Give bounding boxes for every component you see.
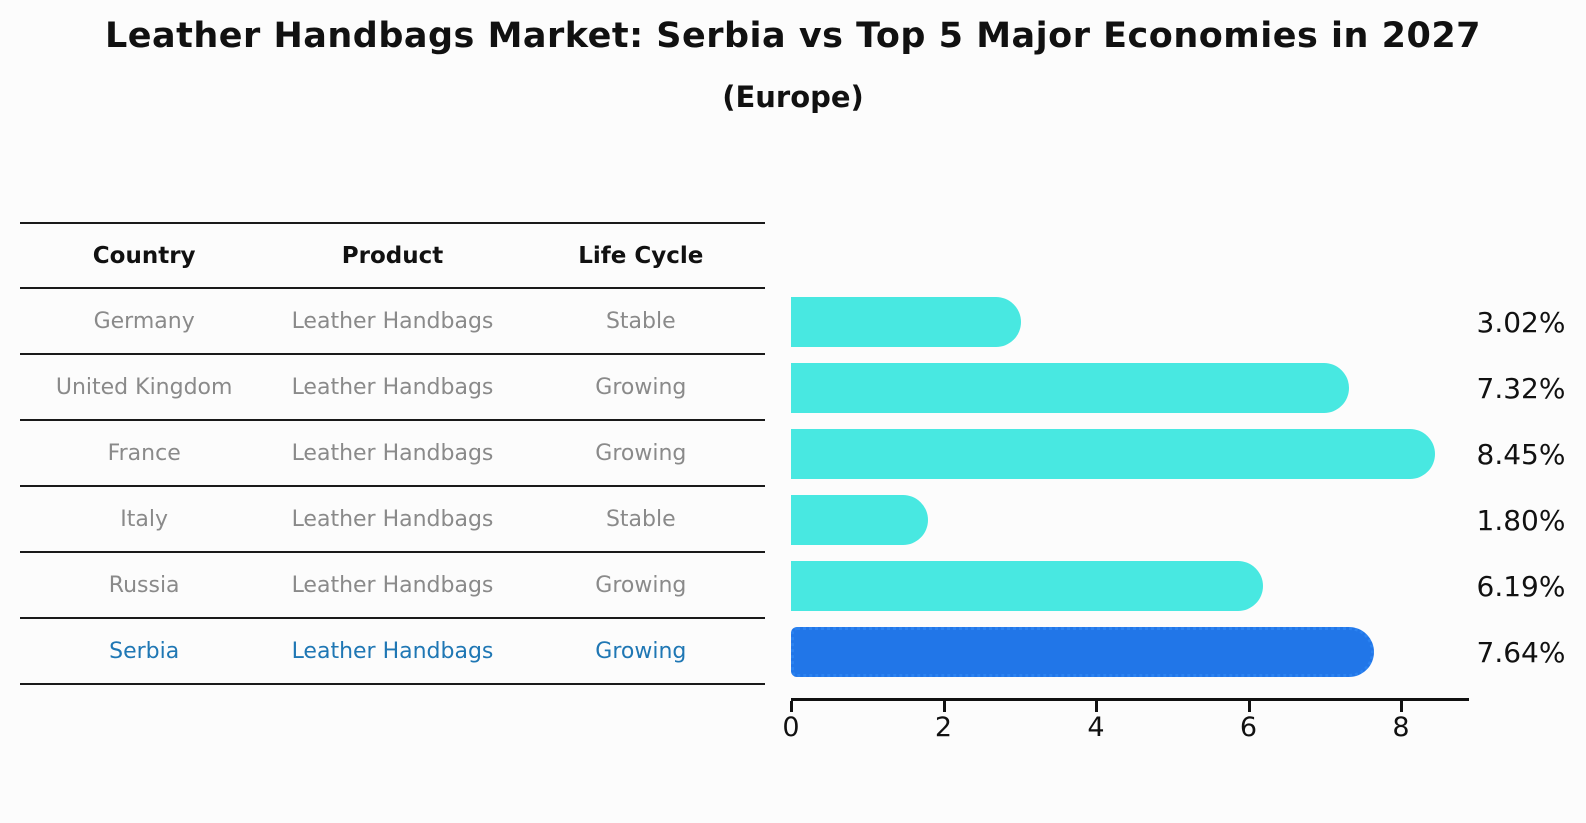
- bar-value-label: 1.80%: [1476, 504, 1566, 537]
- x-axis-tick: [1247, 701, 1251, 712]
- country-table: Country Product Life Cycle Germany Leather H…: [20, 222, 765, 685]
- table-cell-product: Leather Handbags: [291, 506, 494, 532]
- bar-italy: [791, 495, 928, 545]
- table-row: Russia Leather Handbags Growing: [20, 553, 765, 619]
- x-axis-tick: [790, 701, 793, 712]
- x-axis-tick: [1400, 701, 1403, 712]
- table-cell-life-cycle: Growing: [595, 440, 687, 466]
- table-cell-country: Russia: [108, 572, 180, 598]
- table-cell-life-cycle: Stable: [605, 308, 676, 334]
- x-axis-line: [791, 698, 1469, 701]
- bar-value-label: 8.45%: [1476, 438, 1566, 471]
- table-header-cell: Life Cycle: [578, 242, 704, 269]
- table-row: Germany Leather Handbags Stable: [20, 289, 765, 355]
- table-row: France Leather Handbags Growing: [20, 421, 765, 487]
- table-cell-country: Italy: [120, 506, 169, 532]
- table-cell-product: Leather Handbags: [291, 440, 494, 466]
- table-cell-country: United Kingdom: [55, 374, 233, 400]
- table-cell-life-cycle: Growing: [595, 572, 687, 598]
- bar-value-label: 7.32%: [1476, 372, 1566, 405]
- table-cell-country: Serbia: [109, 638, 180, 664]
- x-axis-tick-label: 2: [934, 712, 953, 743]
- table-cell-country: France: [107, 440, 181, 466]
- chart-subtitle: (Europe): [722, 80, 864, 114]
- x-axis-tick-label: 0: [782, 712, 800, 743]
- table-row: United Kingdom Leather Handbags Growing: [20, 355, 765, 421]
- table-cell-life-cycle: Stable: [605, 506, 676, 532]
- table-header-row: Country Product Life Cycle: [20, 222, 765, 289]
- bar-serbia: [791, 627, 1374, 677]
- table-cell-life-cycle: Growing: [595, 374, 687, 400]
- bar-russia: [791, 561, 1263, 611]
- table-cell-country: Germany: [93, 308, 195, 334]
- table-header-cell: Product: [341, 242, 444, 269]
- chart-title: Leather Handbags Market: Serbia vs Top 5…: [104, 16, 1482, 56]
- table-cell-product: Leather Handbags: [291, 638, 494, 664]
- bar-france: [791, 429, 1435, 479]
- x-axis-tick-label: 4: [1087, 712, 1105, 743]
- x-axis-tick: [942, 701, 946, 712]
- table-cell-product: Leather Handbags: [291, 572, 494, 598]
- bar-united-kingdom: [791, 363, 1349, 413]
- x-axis-tick-label: 6: [1239, 712, 1258, 743]
- table-cell-product: Leather Handbags: [291, 374, 494, 400]
- table-cell-life-cycle: Growing: [595, 638, 687, 664]
- bar-germany: [791, 297, 1021, 347]
- bar-value-label: 6.19%: [1476, 570, 1566, 603]
- table-header-cell: Country: [92, 242, 196, 269]
- x-axis-tick-label: 8: [1392, 712, 1410, 743]
- bar-value-label: 7.64%: [1476, 636, 1566, 669]
- table-row: Serbia Leather Handbags Growing: [20, 619, 765, 685]
- table-cell-product: Leather Handbags: [291, 308, 494, 334]
- table-row: Italy Leather Handbags Stable: [20, 487, 765, 553]
- x-axis-tick: [1095, 701, 1098, 712]
- bar-value-label: 3.02%: [1476, 306, 1566, 339]
